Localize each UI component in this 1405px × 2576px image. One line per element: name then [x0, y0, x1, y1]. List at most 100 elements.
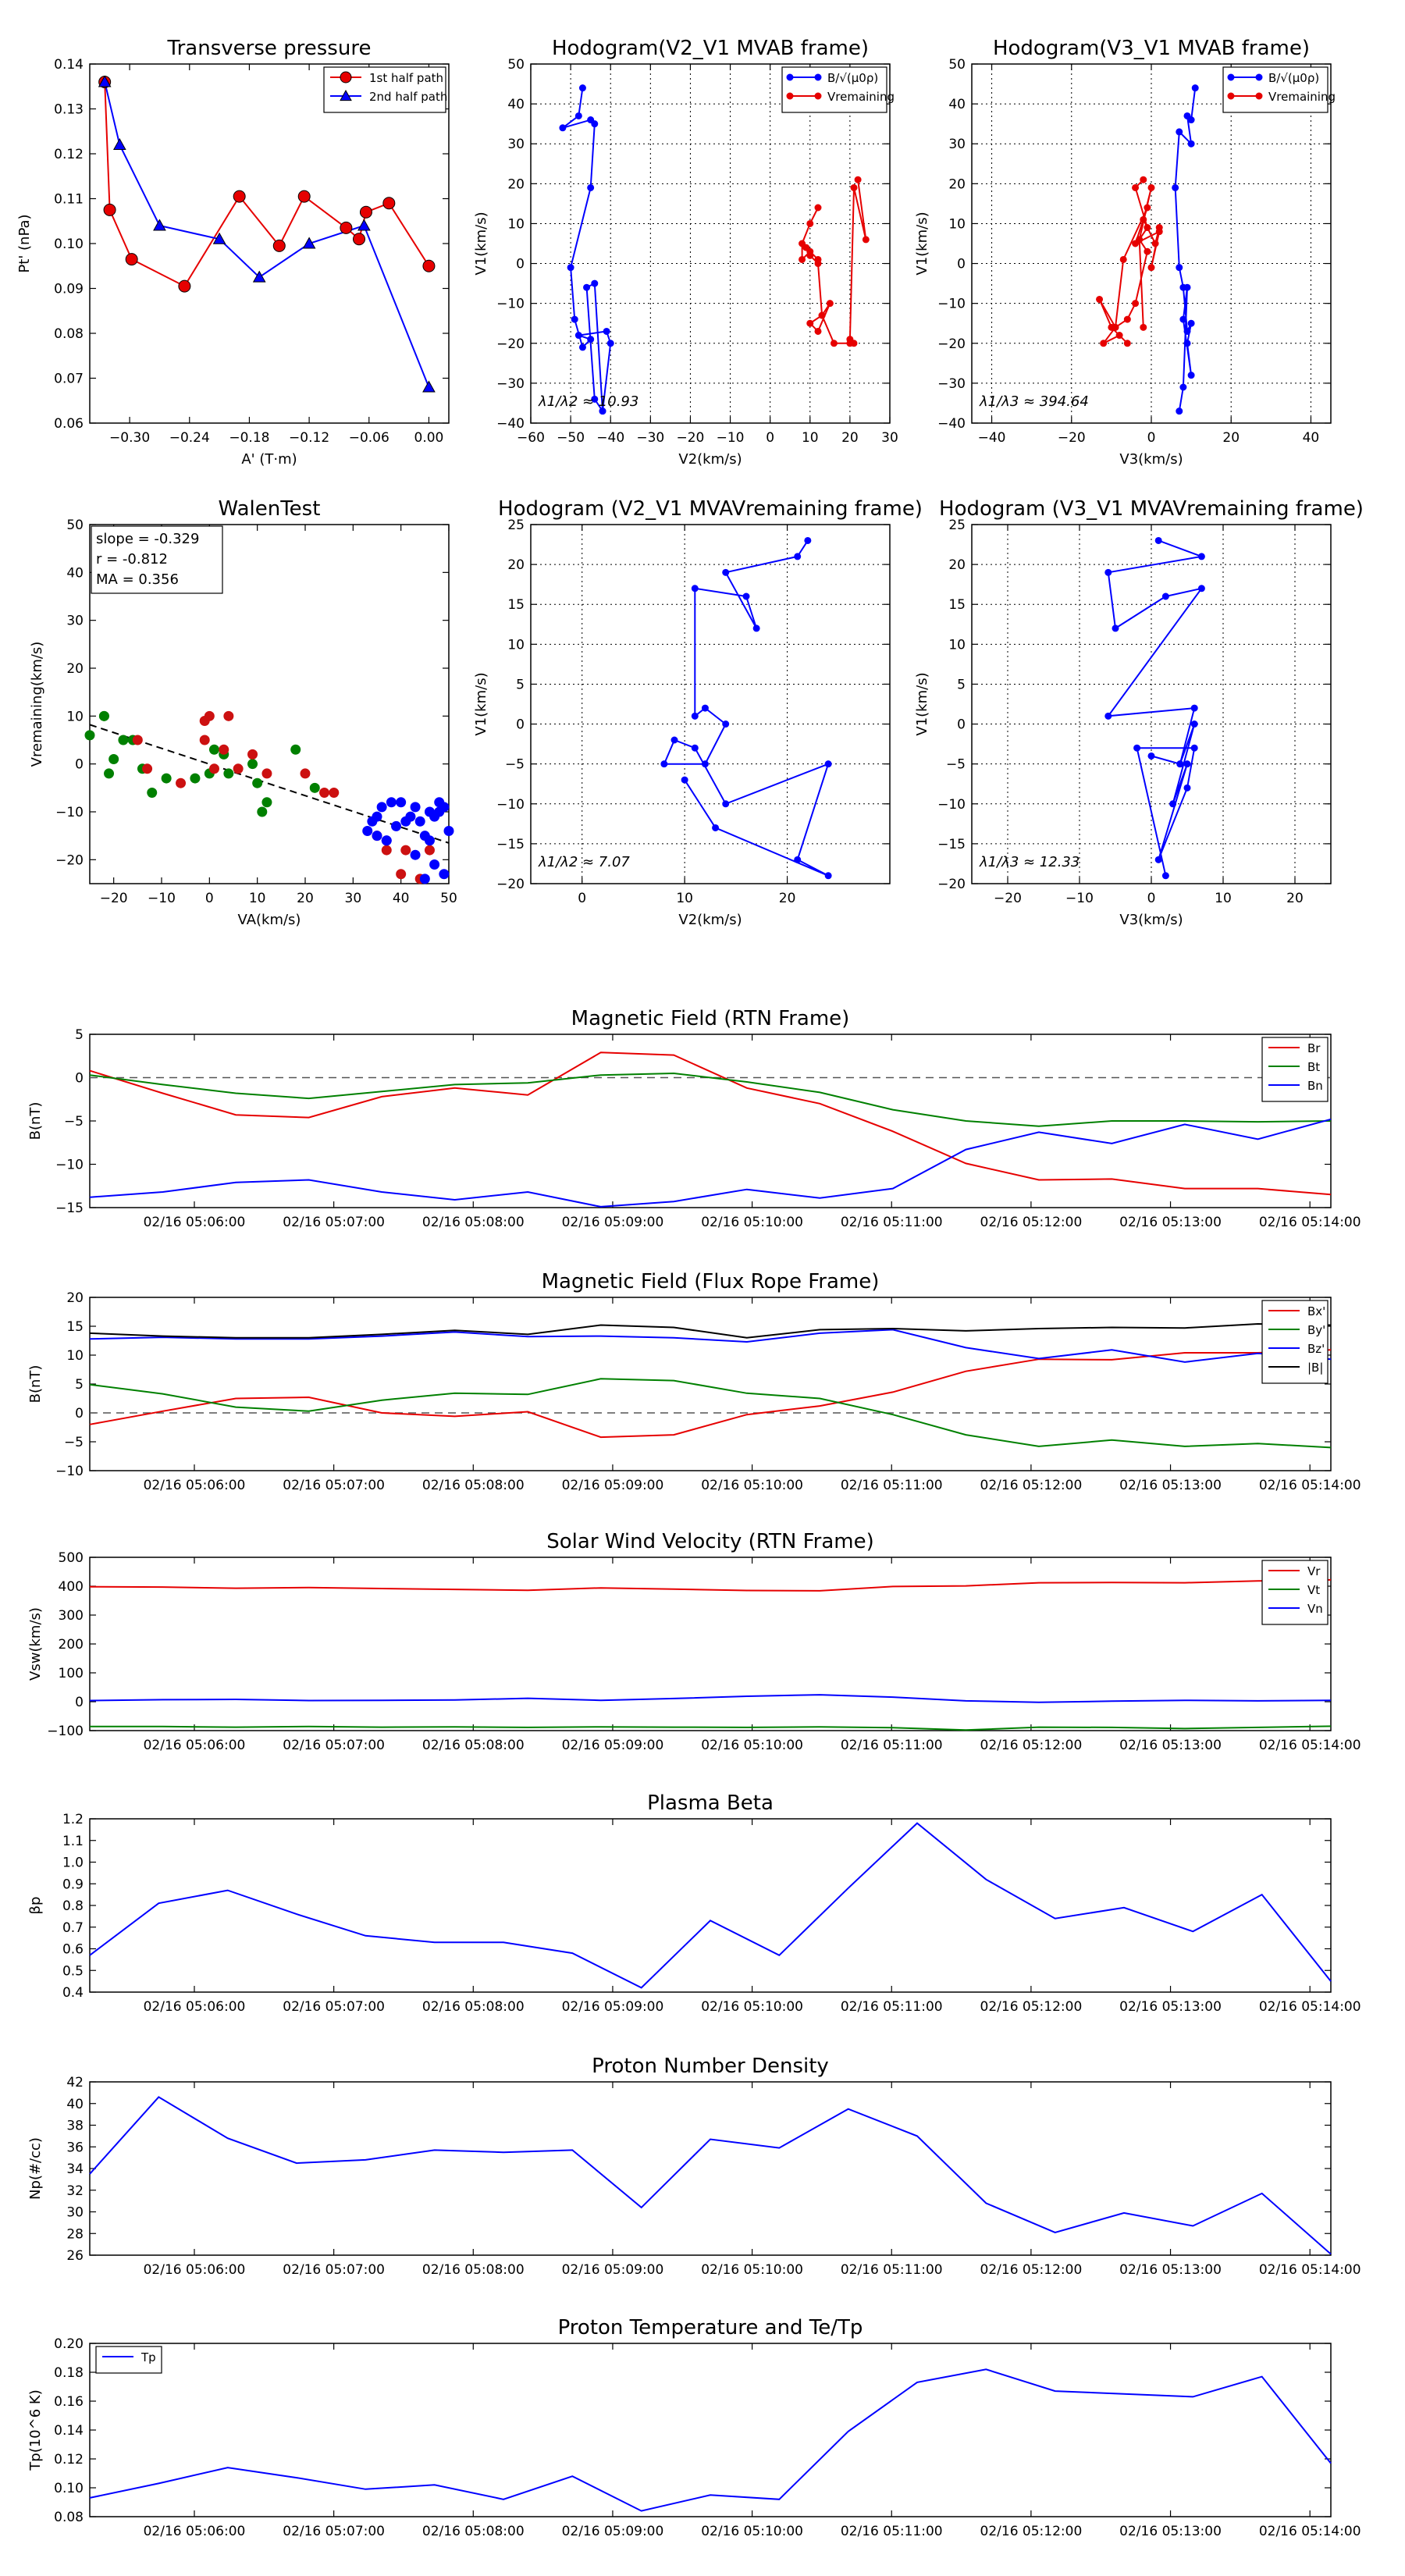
- data-point-1st-half: [359, 205, 372, 219]
- data-point-green: [252, 777, 263, 788]
- y-tick-label: −30: [496, 376, 525, 392]
- y-tick-label: 40: [66, 565, 84, 581]
- data-point: [1190, 744, 1198, 752]
- x-tick-label: −10: [717, 430, 745, 446]
- legend-label: Vremaining: [1268, 90, 1336, 104]
- y-tick-label: 30: [66, 614, 84, 629]
- h1-chart: −60 −50 −40 −30 −20 −10 0 10 20 30 −40 −30 −20 −10 0 10…: [473, 37, 898, 468]
- data-point: [802, 244, 810, 251]
- data-point: [814, 327, 822, 335]
- x-tick-label: −0.18: [229, 430, 269, 446]
- data-point: [794, 856, 802, 863]
- x-tick-label: −30: [636, 430, 664, 446]
- series-line-|B|: [89, 1322, 1332, 1339]
- y-tick-label: 0.18: [54, 2365, 84, 2381]
- y-tick-label: 1.2: [62, 1812, 84, 1827]
- data-point: [606, 340, 614, 347]
- data-point-red: [247, 749, 258, 760]
- legend-marker: [1227, 73, 1235, 81]
- y-tick-label: 40: [507, 97, 525, 112]
- x-tick-label: 02/16 05:10:00: [701, 1999, 803, 2015]
- y-axis-label: V1(km/s): [473, 672, 489, 735]
- data-point-green: [257, 806, 268, 817]
- eigen-ratio-annotation: λ1/λ3 ≈ 394.64: [979, 393, 1089, 410]
- x-tick-label: 20: [297, 891, 314, 906]
- y-tick-label: 40: [66, 2097, 84, 2112]
- x-axis-label: A' (T·m): [241, 451, 297, 468]
- legend-marker: [814, 92, 822, 100]
- y-tick-label: 400: [59, 1579, 84, 1595]
- x-axis-label: V2(km/s): [678, 451, 742, 468]
- y-axis-label: βp: [27, 1897, 44, 1915]
- series-line-0: [1106, 539, 1205, 877]
- legend-box: [1222, 66, 1329, 113]
- y-tick-label: 36: [66, 2140, 84, 2155]
- legend-label: Vt: [1307, 1583, 1320, 1597]
- x-tick-label: −40: [596, 430, 624, 446]
- data-point-blue: [376, 802, 387, 813]
- data-point-green: [208, 744, 219, 755]
- data-point-red: [300, 768, 311, 779]
- y-axis-label: Pt' (nPa): [16, 214, 33, 272]
- y-tick-label: 5: [516, 677, 525, 692]
- x-tick-label: 02/16 05:11:00: [841, 1999, 943, 2015]
- x-tick-label: 20: [779, 891, 796, 906]
- x-tick-label: 50: [440, 891, 457, 906]
- x-tick-label: 02/16 05:10:00: [701, 2524, 803, 2539]
- data-point: [1136, 236, 1144, 244]
- data-point: [850, 183, 858, 191]
- data-point: [1161, 592, 1169, 600]
- data-point: [804, 536, 812, 544]
- data-point: [826, 300, 834, 308]
- x-tick-label: 10: [249, 891, 266, 906]
- data-point-red: [400, 845, 411, 856]
- ts2-chart: Magnetic Field (Flux Rope Frame) −10 −5 0 5 1…: [27, 1270, 1361, 1493]
- x-tick-label: 20: [1222, 430, 1240, 446]
- y-tick-label: 34: [66, 2161, 84, 2177]
- x-tick-label: −20: [100, 891, 128, 906]
- data-point: [1176, 264, 1183, 272]
- data-point: [1197, 585, 1205, 592]
- x-tick-label: 02/16 05:10:00: [701, 1215, 803, 1230]
- data-point: [1155, 228, 1163, 236]
- data-point: [1187, 140, 1195, 148]
- y-tick-label: 0.11: [54, 192, 84, 208]
- x-tick-label: 02/16 05:07:00: [283, 2262, 385, 2278]
- data-point: [670, 736, 678, 744]
- data-point: [1104, 712, 1112, 720]
- y-tick-label: 5: [957, 677, 966, 692]
- x-tick-label: −20: [994, 891, 1022, 906]
- data-point-blue: [362, 826, 373, 837]
- data-point-green: [290, 744, 301, 755]
- y-tick-label: 20: [507, 557, 525, 573]
- x-tick-label: 10: [676, 891, 693, 906]
- data-point: [1144, 224, 1151, 232]
- chart-title: Hodogram (V2_V1 MVAVremaining frame): [498, 497, 923, 521]
- y-tick-label: −40: [937, 416, 966, 432]
- data-point: [830, 340, 838, 347]
- y-tick-label: −20: [937, 877, 966, 892]
- y-tick-label: 0.20: [54, 2336, 84, 2352]
- x-tick-label: 02/16 05:12:00: [980, 2262, 1083, 2278]
- data-point-1st-half: [233, 190, 246, 203]
- x-tick-label: 02/16 05:08:00: [422, 2262, 525, 2278]
- data-point: [752, 624, 760, 632]
- x-tick-label: 02/16 05:07:00: [283, 1478, 385, 1493]
- axes-frame: [89, 2081, 1332, 2256]
- data-point-red: [424, 845, 435, 856]
- legend-marker: [1255, 92, 1263, 100]
- legend-marker: [1227, 92, 1235, 100]
- x-tick-label: 02/16 05:11:00: [841, 2524, 943, 2539]
- data-point-green: [247, 759, 258, 770]
- data-point: [722, 800, 730, 808]
- y-axis-label: Tp(10^6 K): [27, 2389, 44, 2471]
- y-tick-label: 0.5: [62, 1963, 84, 1979]
- y-tick-label: 0.07: [54, 372, 84, 387]
- legend-label: Bx': [1307, 1304, 1325, 1318]
- y-tick-label: 0.6: [62, 1942, 84, 1958]
- series-line-Tp: [89, 2368, 1332, 2512]
- y-tick-label: 15: [948, 597, 966, 613]
- data-point-2nd-half: [153, 219, 166, 231]
- data-point: [722, 720, 730, 728]
